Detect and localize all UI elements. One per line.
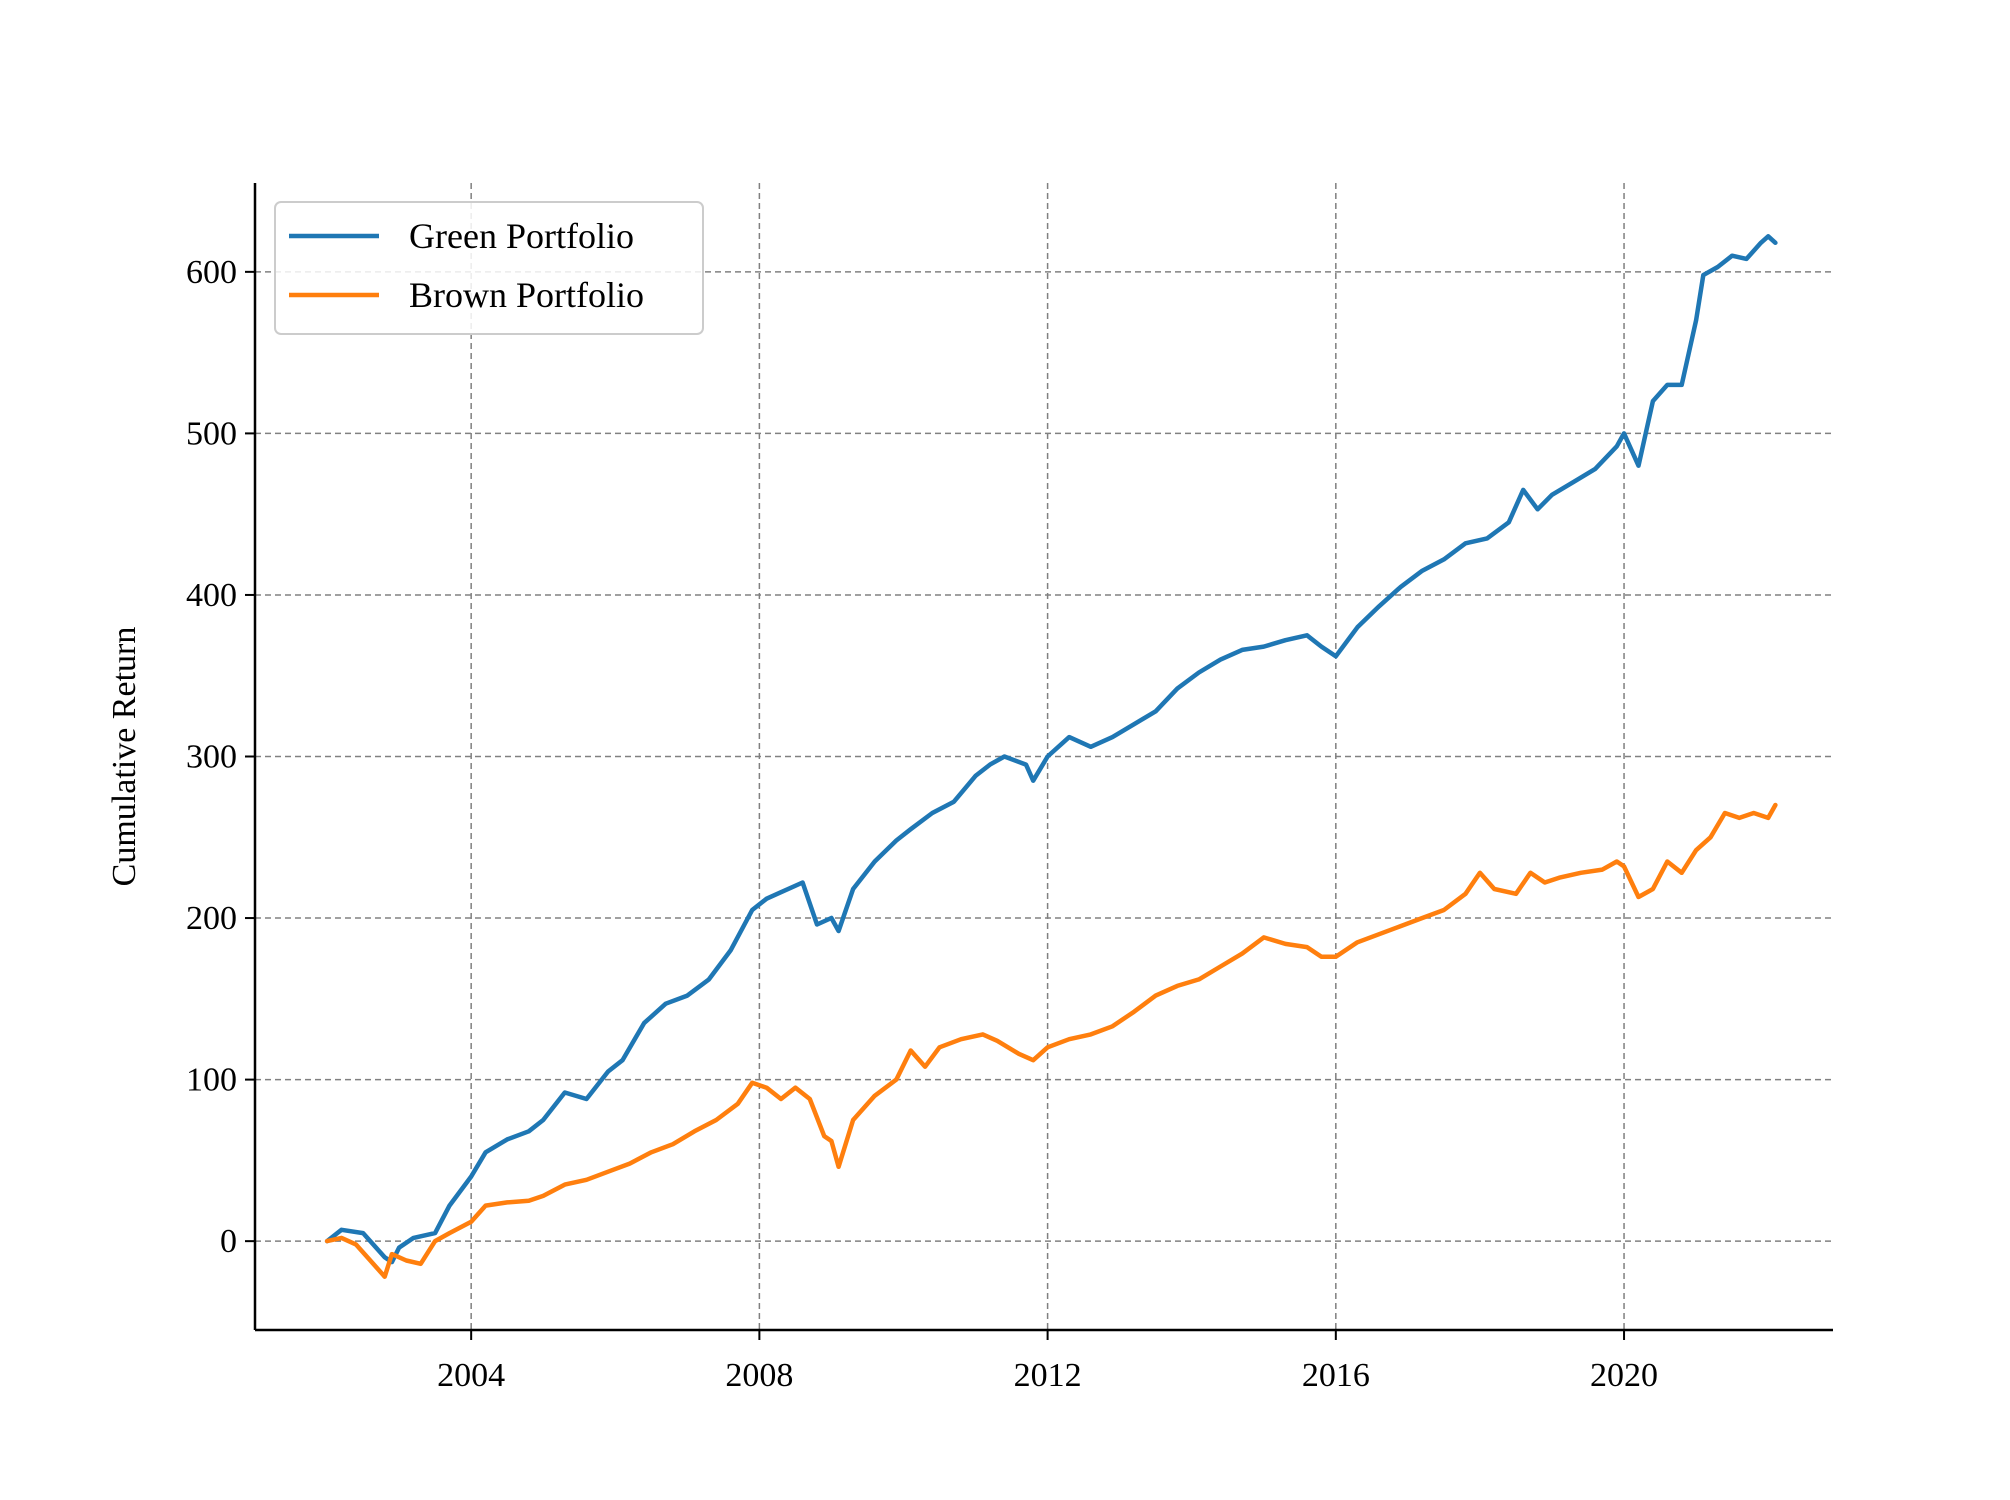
x-tick-label-2012: 2012: [1014, 1357, 1082, 1394]
y-tick-label-500: 500: [186, 415, 237, 452]
series-layer: [324, 234, 1778, 1279]
x-tick-label-2020: 2020: [1590, 1357, 1658, 1394]
y-tick-label-400: 400: [186, 577, 237, 614]
series-line-brown-portfolio: [324, 802, 1778, 1279]
x-tick-label-2004: 2004: [437, 1357, 505, 1394]
y-tick-label-200: 200: [186, 900, 237, 937]
y-tick-label-300: 300: [186, 739, 237, 776]
y-tick-label-600: 600: [186, 254, 237, 291]
series-line-green-portfolio: [324, 234, 1778, 1265]
x-tick-label-2008: 2008: [725, 1357, 793, 1394]
ticks: 0 100 200 300 400 500 600 2004 2008 2012 2016 2020: [186, 254, 1658, 1394]
legend: Green Portfolio Brown Portfolio: [274, 201, 704, 335]
x-tick-label-2016: 2016: [1302, 1357, 1370, 1394]
grid: [255, 183, 1833, 1330]
legend-box: [274, 201, 704, 335]
y-axis-label: Cumulative Return: [106, 627, 143, 887]
legend-label-brown-portfolio: Brown Portfolio: [409, 275, 644, 315]
y-tick-label-100: 100: [186, 1062, 237, 1099]
y-tick-label-0: 0: [220, 1223, 237, 1260]
legend-label-green-portfolio: Green Portfolio: [409, 216, 634, 256]
